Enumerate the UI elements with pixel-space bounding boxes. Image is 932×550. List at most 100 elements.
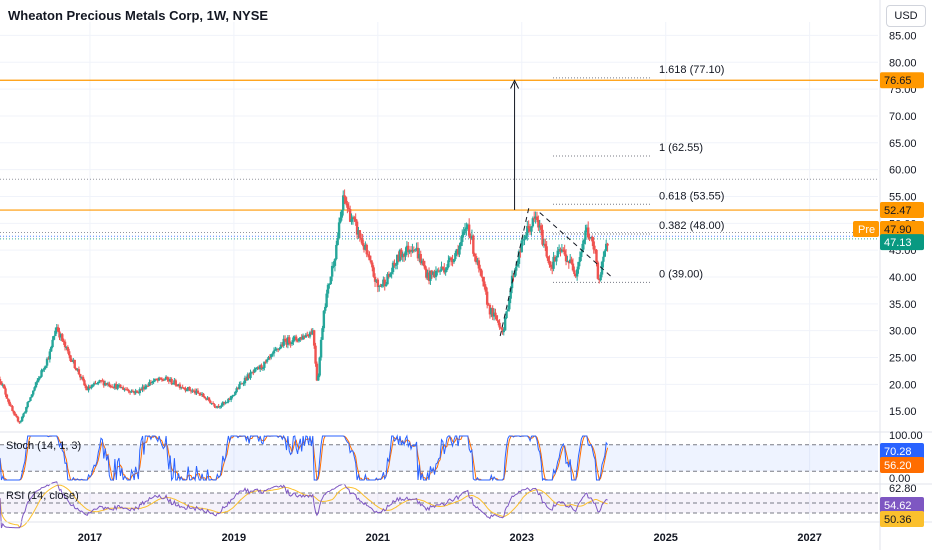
rsi-value-tag: 54.62 — [884, 500, 912, 512]
candle-body — [85, 388, 89, 391]
candle-body — [415, 247, 418, 250]
candle-body — [354, 218, 357, 222]
candle-body — [252, 372, 255, 374]
candle-body — [293, 336, 296, 338]
candle-body — [335, 244, 338, 260]
candle-body — [149, 381, 153, 383]
currency-button[interactable]: USD — [886, 5, 926, 27]
candle-body — [310, 332, 313, 335]
candle-body — [205, 398, 208, 400]
fibonacci-levels[interactable]: 1.618 (77.10) 1 (62.55) 0.618 (53.55) 0.382… — [553, 64, 724, 283]
candle-body — [135, 390, 139, 392]
candle-body — [32, 390, 35, 395]
candle-body — [301, 335, 305, 340]
candle-body — [139, 389, 143, 391]
candle-body — [560, 249, 564, 252]
candle-body — [477, 260, 481, 269]
candle-body — [405, 245, 409, 252]
candle-body — [441, 266, 445, 269]
stochastic-panel[interactable]: Stoch (14, 1, 3) — [0, 434, 878, 482]
candle-body — [67, 351, 71, 356]
candle-body — [27, 400, 31, 403]
candle-body — [527, 226, 530, 229]
candle-body — [516, 263, 519, 267]
rsi-label[interactable]: RSI (14, close) — [6, 490, 79, 502]
candle-body — [167, 379, 171, 382]
trendline[interactable] — [499, 207, 530, 337]
candle-body — [304, 334, 308, 338]
candle-body — [355, 221, 359, 235]
candle-body — [506, 309, 510, 312]
candle-body — [185, 390, 189, 392]
candle-body — [130, 390, 133, 393]
candle-body — [312, 330, 316, 346]
candle-body — [142, 386, 146, 390]
candle-body — [236, 388, 240, 390]
y-tick-label: 15.00 — [889, 406, 917, 418]
price-axis[interactable]: 85.0080.0075.0070.0065.0060.0055.0050.00… — [889, 30, 917, 418]
rsi-value-tag-bg — [880, 497, 924, 513]
candle-body — [92, 383, 96, 385]
candle-body — [513, 270, 517, 277]
candle-body — [271, 353, 274, 355]
candle-body — [461, 234, 464, 243]
rsi-panel[interactable]: RSI (14, close) — [0, 481, 878, 529]
candle-body — [59, 334, 63, 338]
candle-body — [4, 388, 7, 395]
candle-body — [578, 257, 582, 262]
candle-body — [115, 384, 118, 389]
trend-drawings[interactable] — [499, 79, 613, 337]
candle-body — [584, 230, 587, 240]
candle-body — [83, 380, 86, 386]
horizontal-levels[interactable] — [0, 79, 878, 240]
candle-body — [580, 252, 583, 258]
candle-body — [261, 367, 265, 369]
candle-body — [570, 259, 573, 264]
candle-body — [440, 266, 443, 271]
candle-body — [490, 308, 493, 315]
candle-body — [528, 228, 532, 232]
candle-body — [250, 372, 254, 374]
candle-body — [577, 261, 580, 270]
candle-body — [11, 406, 14, 412]
support-price-tag: 52.47 — [884, 205, 912, 217]
time-axis[interactable]: 2017 2019 2021 2023 2025 2027 — [78, 532, 822, 544]
candle-body — [557, 249, 561, 251]
candle-body — [264, 361, 267, 363]
candle-body — [429, 270, 432, 281]
candle-body — [332, 265, 335, 267]
candle-body — [502, 330, 505, 333]
candle-body — [498, 322, 501, 328]
candle-body — [588, 237, 591, 239]
candle-body — [393, 262, 396, 266]
candle-body — [397, 254, 400, 261]
candle-body — [102, 380, 105, 386]
candle-body — [254, 367, 258, 369]
candle-body — [124, 389, 128, 391]
candle-body — [361, 239, 364, 245]
candle-body — [62, 340, 65, 342]
candle-body — [473, 253, 476, 257]
candle-body — [127, 390, 130, 392]
projection-arrow-head[interactable] — [510, 79, 520, 89]
candle-body — [311, 330, 314, 335]
stoch-label[interactable]: Stoch (14, 1, 3) — [6, 440, 81, 452]
candle-body — [151, 381, 154, 383]
candle-body — [462, 231, 465, 235]
candle-body — [303, 335, 306, 338]
candle-body — [606, 243, 609, 246]
candle-body — [373, 276, 377, 282]
candle-body — [306, 334, 309, 336]
candle-body — [26, 402, 29, 408]
candle-body — [23, 412, 27, 414]
candle-body — [234, 391, 237, 395]
candle-body — [137, 391, 140, 394]
fib-label: 0.382 (48.00) — [659, 220, 724, 232]
candle-body — [299, 337, 302, 339]
candle-body — [508, 298, 511, 310]
candle-body — [8, 401, 11, 406]
trendline[interactable] — [539, 212, 613, 278]
price-panel[interactable]: 1.618 (77.10) 1 (62.55) 0.618 (53.55) 0.382… — [0, 22, 878, 520]
